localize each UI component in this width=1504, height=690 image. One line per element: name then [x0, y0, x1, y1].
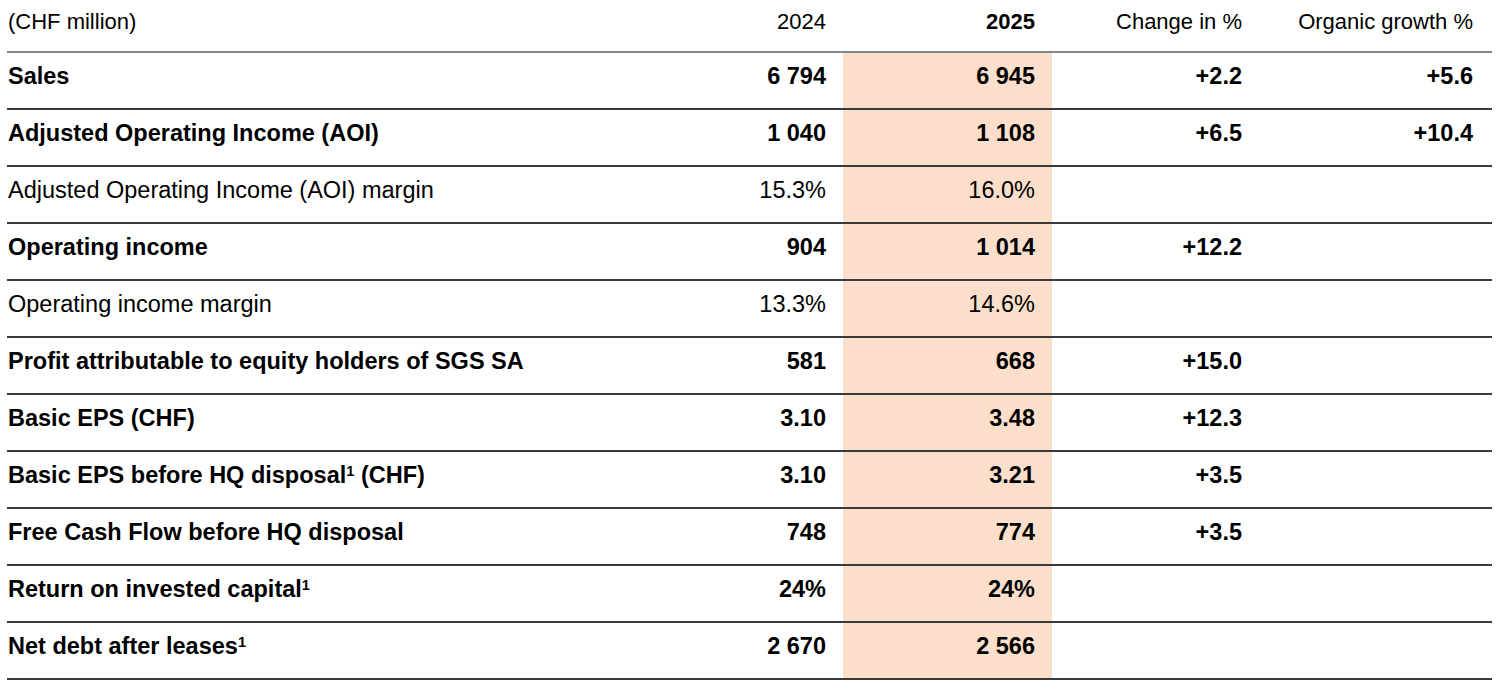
table-row: Net debt after leases12 6702 566 [7, 622, 1492, 679]
value-change: +12.3 [1052, 394, 1259, 451]
value-2025: 1 014 [843, 223, 1052, 280]
row-label: Operating income [7, 223, 530, 280]
value-organic [1259, 223, 1492, 280]
value-organic [1259, 508, 1492, 565]
value-change: +3.5 [1052, 508, 1259, 565]
table-row: Profit attributable to equity holders of… [7, 337, 1492, 394]
value-organic: +10.4 [1259, 109, 1492, 166]
table-row: Operating income margin 13.3%14.6% [7, 280, 1492, 337]
value-2025: 6 945 [843, 52, 1052, 109]
value-2024: 748 [530, 508, 843, 565]
value-2025: 774 [843, 508, 1052, 565]
row-label: Operating income margin [7, 280, 530, 337]
row-label-text: Basic EPS (CHF) [8, 405, 195, 431]
row-label: Sales [7, 52, 530, 109]
table-row: Basic EPS before HQ disposal1 (CHF)3.103… [7, 451, 1492, 508]
value-2024: 24% [530, 565, 843, 622]
value-change [1052, 166, 1259, 223]
table-header-row: (CHF million) 2024 2025 Change in % Orga… [7, 0, 1492, 52]
value-2024: 3.10 [530, 451, 843, 508]
value-2024: 1 040 [530, 109, 843, 166]
value-2025: 14.6% [843, 280, 1052, 337]
value-2024: 13.3% [530, 280, 843, 337]
value-change: +12.2 [1052, 223, 1259, 280]
value-2024: 6 794 [530, 52, 843, 109]
value-organic [1259, 394, 1492, 451]
table-row: Basic EPS (CHF) 3.103.48+12.3 [7, 394, 1492, 451]
row-label-text: Free Cash Flow before HQ disposal [8, 519, 404, 545]
value-change: +6.5 [1052, 109, 1259, 166]
table-row: Adjusted Operating Income (AOI) 1 0401 10… [7, 109, 1492, 166]
col-header-organic: Organic growth % [1259, 0, 1492, 52]
value-organic [1259, 565, 1492, 622]
row-label-text: Basic EPS before HQ disposal [8, 462, 346, 488]
value-change [1052, 622, 1259, 679]
value-organic [1259, 451, 1492, 508]
row-label: Adjusted Operating Income (AOI) [7, 109, 530, 166]
row-label: Profit attributable to equity holders of… [7, 337, 530, 394]
col-header-2025: 2025 [843, 0, 1052, 52]
col-header-2024: 2024 [530, 0, 843, 52]
row-label-text: Profit attributable to equity holders of… [8, 348, 524, 374]
value-organic: +5.6 [1259, 52, 1492, 109]
row-label-text: Sales [8, 63, 69, 89]
value-2025: 3.21 [843, 451, 1052, 508]
value-change: +15.0 [1052, 337, 1259, 394]
footnote-marker: 1 [302, 577, 310, 593]
value-2025: 1 108 [843, 109, 1052, 166]
footnote-marker: 1 [346, 463, 354, 479]
value-2025: 24% [843, 565, 1052, 622]
financial-results-table: (CHF million) 2024 2025 Change in % Orga… [7, 0, 1492, 680]
row-label-text: Adjusted Operating Income (AOI) margin [8, 177, 434, 203]
col-header-change: Change in % [1052, 0, 1259, 52]
row-label-text: Adjusted Operating Income (AOI) [8, 120, 379, 146]
col-header-unit: (CHF million) [7, 0, 530, 52]
value-change [1052, 565, 1259, 622]
value-2024: 904 [530, 223, 843, 280]
value-2024: 15.3% [530, 166, 843, 223]
value-2024: 3.10 [530, 394, 843, 451]
row-label: Basic EPS (CHF) [7, 394, 530, 451]
value-change: +2.2 [1052, 52, 1259, 109]
row-label-text: Net debt after leases [8, 633, 238, 659]
row-label: Free Cash Flow before HQ disposal [7, 508, 530, 565]
row-label-suffix: (CHF) [354, 462, 424, 488]
value-2025: 16.0% [843, 166, 1052, 223]
row-label: Net debt after leases1 [7, 622, 530, 679]
row-label: Return on invested capital1 [7, 565, 530, 622]
value-2024: 581 [530, 337, 843, 394]
value-2024: 2 670 [530, 622, 843, 679]
table-row: Operating income 9041 014+12.2 [7, 223, 1492, 280]
value-organic [1259, 337, 1492, 394]
row-label-text: Return on invested capital [8, 576, 302, 602]
table-row: Return on invested capital124%24% [7, 565, 1492, 622]
row-label-text: Operating income margin [8, 291, 272, 317]
row-label: Adjusted Operating Income (AOI) margin [7, 166, 530, 223]
row-label: Basic EPS before HQ disposal1 (CHF) [7, 451, 530, 508]
row-label-text: Operating income [8, 234, 208, 260]
value-2025: 3.48 [843, 394, 1052, 451]
value-2025: 668 [843, 337, 1052, 394]
value-2025: 2 566 [843, 622, 1052, 679]
table-header: (CHF million) 2024 2025 Change in % Orga… [7, 0, 1492, 52]
table-row: Sales 6 7946 945+2.2+5.6 [7, 52, 1492, 109]
value-organic [1259, 166, 1492, 223]
value-organic [1259, 622, 1492, 679]
table-body: Sales6 7946 945+2.2+5.6Adjusted Operatin… [7, 52, 1492, 679]
value-change [1052, 280, 1259, 337]
value-organic [1259, 280, 1492, 337]
table-row: Adjusted Operating Income (AOI) margin 15… [7, 166, 1492, 223]
footnote-marker: 1 [238, 634, 246, 650]
value-change: +3.5 [1052, 451, 1259, 508]
table-row: Free Cash Flow before HQ disposal 748774+… [7, 508, 1492, 565]
